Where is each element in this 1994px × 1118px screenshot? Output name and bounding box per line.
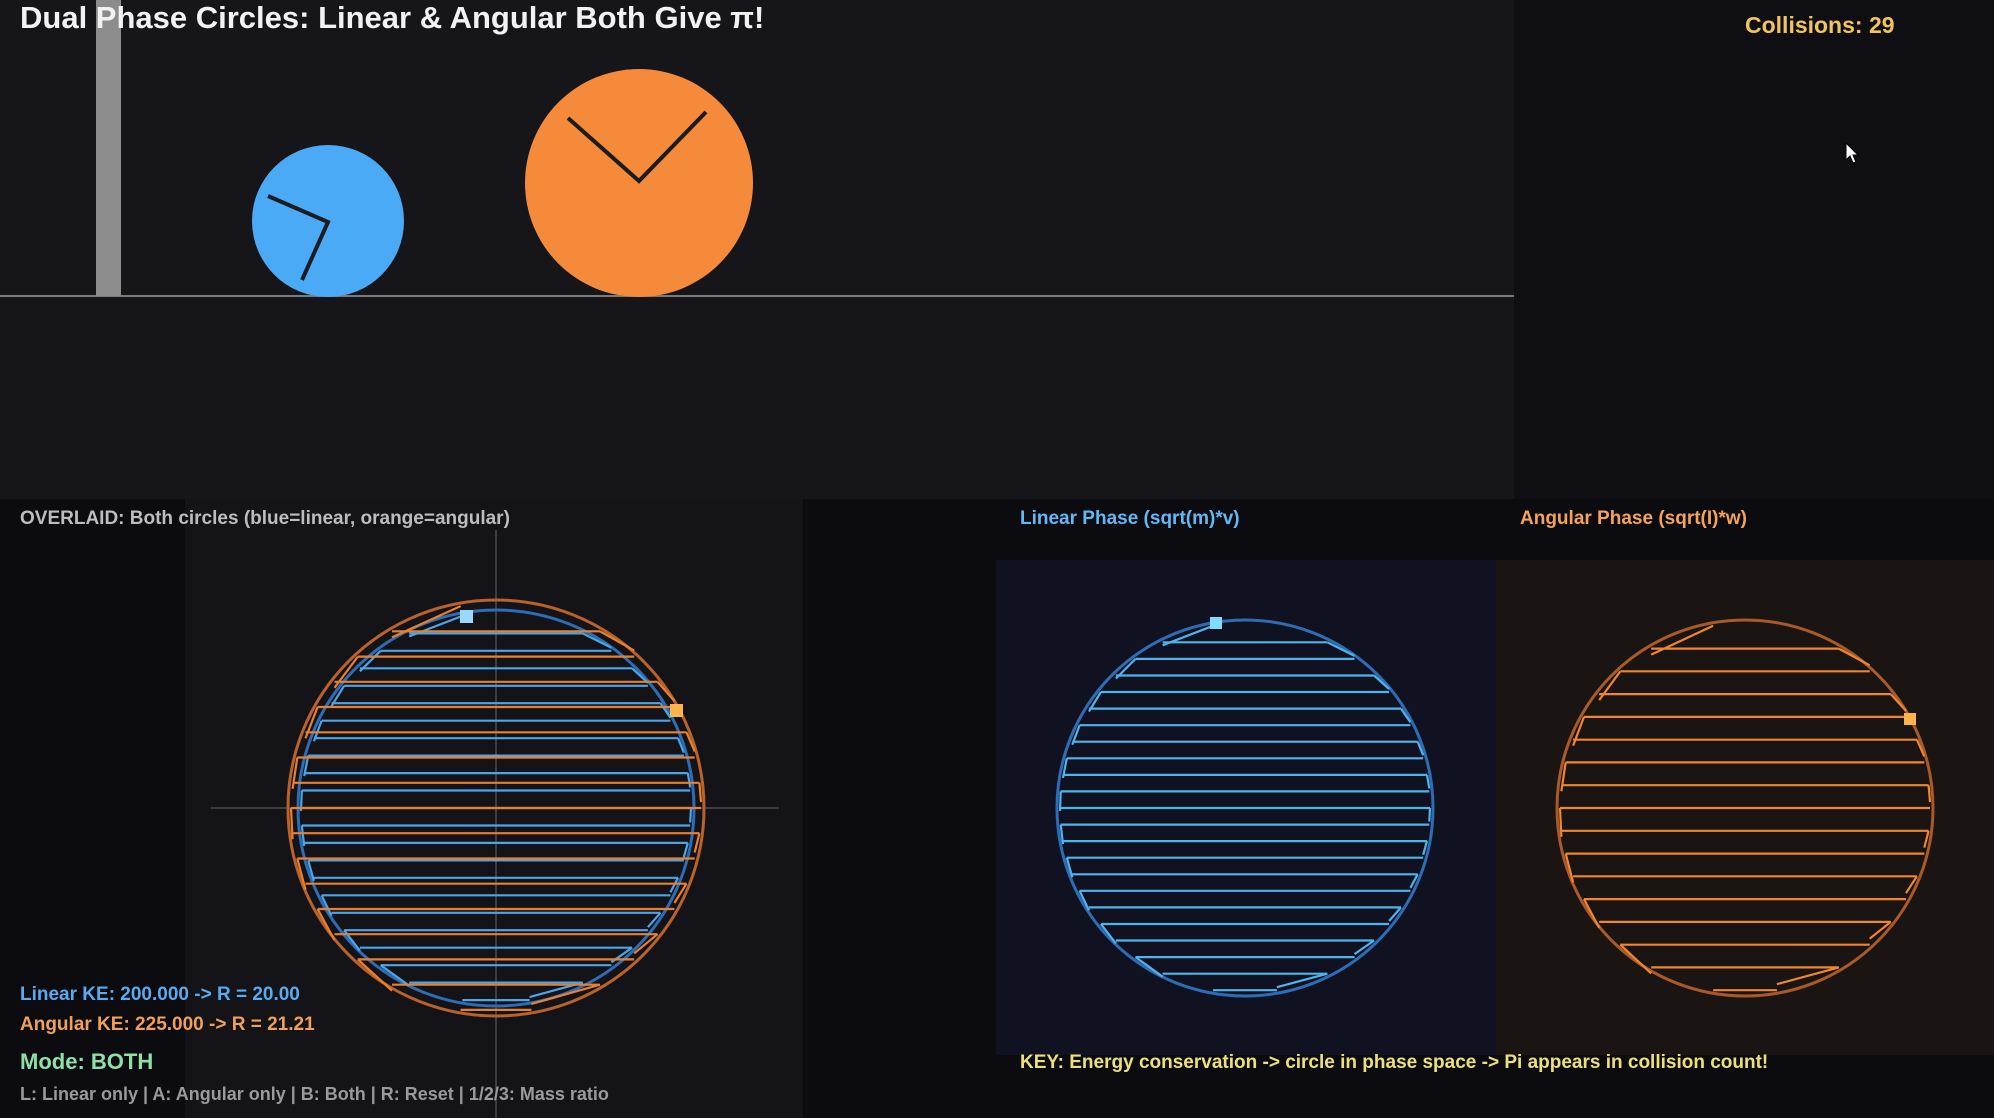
- linear-trajectory-segment: [1388, 906, 1402, 922]
- linear-phase-circle: [1055, 618, 1435, 998]
- overlay-angular-segment: [633, 933, 659, 955]
- overlay-angular-segment: [296, 858, 307, 890]
- linear-trajectory-segment: [1400, 707, 1412, 723]
- overlay-angular-segment: [599, 630, 635, 652]
- linear-trajectory-segment: [1416, 741, 1425, 756]
- linear-trajectory-segment: [1422, 840, 1429, 855]
- angular-trajectory-segment: [1869, 921, 1892, 940]
- linear-trajectory-segment: [1065, 857, 1074, 878]
- overlay-angular-segment: [693, 832, 701, 853]
- overlay-angular-segment: [316, 908, 336, 941]
- linear-trajectory-segment: [1425, 774, 1431, 789]
- key-caption: KEY: Energy conservation -> circle in ph…: [1020, 1052, 1769, 1073]
- angular-trajectory-segment: [1915, 739, 1926, 757]
- angular-trajectory-segment: [1905, 875, 1918, 894]
- controls-help: L: Linear only | A: Angular only | B: Bo…: [20, 1084, 609, 1104]
- linear-trajectory-segment: [1059, 824, 1065, 845]
- counter-panel: [1514, 0, 1994, 499]
- overlay-linear-segment: [300, 825, 306, 847]
- overlay-linear-segment: [320, 894, 333, 917]
- overlay-angular-segment: [531, 983, 601, 1005]
- overlay-linear-segment: [631, 667, 649, 684]
- angular-trajectory-segment: [1583, 898, 1601, 929]
- overlay-angular-segment: [698, 782, 703, 803]
- overlay-linear-state-marker: [460, 610, 473, 623]
- overlay-linear-segment: [659, 702, 672, 719]
- linear-trajectory-segment: [1326, 641, 1355, 657]
- overlay-linear-segment: [582, 632, 612, 649]
- angular-trajectory-segment: [1558, 807, 1563, 837]
- angular-trajectory-segment: [1598, 670, 1622, 701]
- linear-disc-marker: [267, 194, 331, 281]
- linear-state-marker: [1210, 617, 1222, 629]
- angular-trajectory-segment: [1619, 943, 1652, 975]
- overlay-angular-segment: [357, 958, 393, 992]
- linear-trajectory-segment: [1428, 807, 1432, 822]
- overlay-linear-segment: [307, 860, 315, 882]
- overlay-panel-label: OVERLAID: Both circles (blue=linear, ora…: [20, 508, 510, 529]
- angular-trajectory-segment: [1927, 785, 1932, 803]
- angular-trajectory-segment: [1560, 762, 1567, 792]
- overlay-angular-state-marker: [670, 704, 683, 717]
- linear-trajectory-segment: [1373, 674, 1390, 690]
- page-title: Dual Phase Circles: Linear & Angular Bot…: [20, 0, 765, 35]
- angular-trajectory-segment: [1572, 716, 1586, 747]
- cursor-icon: [1845, 141, 1860, 164]
- angular-trajectory-segment: [1889, 693, 1907, 712]
- angular-phase-trajectory: [1558, 624, 1932, 992]
- overlay-linear-segment: [669, 877, 680, 893]
- angular-energy-readout: Angular KE: 225.000 -> R = 21.21: [20, 1014, 315, 1035]
- linear-trajectory-segment: [1409, 873, 1419, 889]
- angular-state-marker: [1904, 713, 1916, 725]
- linear-energy-readout: Linear KE: 200.000 -> R = 20.00: [20, 984, 300, 1005]
- angular-trajectory-segment: [1776, 966, 1840, 986]
- overlay-angular-segment: [656, 681, 676, 702]
- linear-panel-label: Linear Phase (sqrt(m)*v): [1020, 508, 1240, 529]
- linear-trajectory-segment: [1276, 972, 1328, 989]
- overlay-linear-segment: [682, 842, 689, 858]
- overlay-linear-segment: [647, 912, 662, 928]
- linear-trajectory-segment: [1134, 956, 1164, 978]
- overlay-linear-segment: [686, 772, 692, 788]
- overlay-angular-segment: [685, 731, 696, 752]
- overlay-angular-circle: [286, 598, 706, 1018]
- overlay-angular-trajectory: [289, 605, 703, 1012]
- collision-counter: Collisions: 29: [1745, 12, 1895, 38]
- overlay-angular-segment: [673, 883, 688, 904]
- angular-phase-circle: [1555, 618, 1935, 998]
- linear-trajectory-segment: [1100, 923, 1117, 945]
- linear-phase-trajectory: [1058, 624, 1432, 992]
- overlay-linear-segment: [379, 964, 410, 987]
- angular-disc-marker: [566, 110, 708, 184]
- linear-trajectory-segment: [1078, 890, 1090, 911]
- angular-trajectory-segment: [1650, 624, 1714, 656]
- overlay-linear-segment: [689, 807, 693, 823]
- mode-indicator: Mode: BOTH: [20, 1049, 154, 1074]
- linear-trajectory-segment: [1353, 939, 1375, 956]
- wall: [96, 0, 121, 296]
- angular-trajectory-segment: [1564, 853, 1575, 883]
- overlay-linear-segment: [677, 737, 685, 754]
- simulation-area: [0, 0, 1514, 499]
- angular-trajectory-segment: [1923, 830, 1930, 848]
- overlay-angular-segment: [289, 807, 294, 840]
- angular-trajectory-segment: [1838, 647, 1871, 667]
- angular-panel-label: Angular Phase (sqrt(I)*w): [1520, 508, 1747, 529]
